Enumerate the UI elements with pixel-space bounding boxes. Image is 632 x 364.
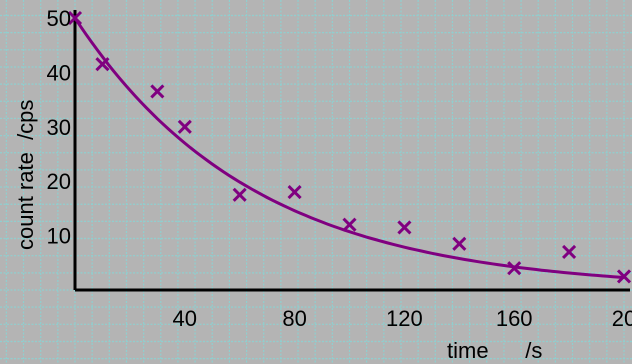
x-tick-label: 40 xyxy=(173,306,197,331)
y-tick-label: 20 xyxy=(47,169,71,194)
y-tick-labels: 10 20 30 40 50 xyxy=(47,6,71,249)
best-fit-curve xyxy=(73,17,625,279)
x-tick-labels: 40 80 120 160 20 xyxy=(173,306,632,331)
data-point xyxy=(95,57,110,72)
x-tick-label: 160 xyxy=(496,306,533,331)
axes xyxy=(73,10,630,292)
y-tick-label: 50 xyxy=(47,6,71,31)
x-tick-label: 80 xyxy=(282,306,306,331)
y-tick-label: 10 xyxy=(47,224,71,249)
data-points xyxy=(67,10,632,284)
data-point xyxy=(287,185,302,200)
data-point xyxy=(507,261,522,276)
data-point xyxy=(232,187,247,202)
x-tick-label: 20 xyxy=(612,306,632,331)
data-point xyxy=(397,220,412,235)
data-point xyxy=(342,217,357,232)
y-tick-label: 40 xyxy=(47,60,71,85)
x-tick-label: 120 xyxy=(386,306,423,331)
data-point xyxy=(150,84,165,99)
x-axis-label: time /s xyxy=(447,338,542,363)
data-point xyxy=(67,10,83,26)
data-point xyxy=(616,269,632,284)
data-point xyxy=(452,236,467,251)
data-point xyxy=(177,119,192,134)
data-point xyxy=(562,244,577,259)
y-axis-label: count rate /cps xyxy=(13,100,38,250)
y-tick-label: 30 xyxy=(47,115,71,140)
